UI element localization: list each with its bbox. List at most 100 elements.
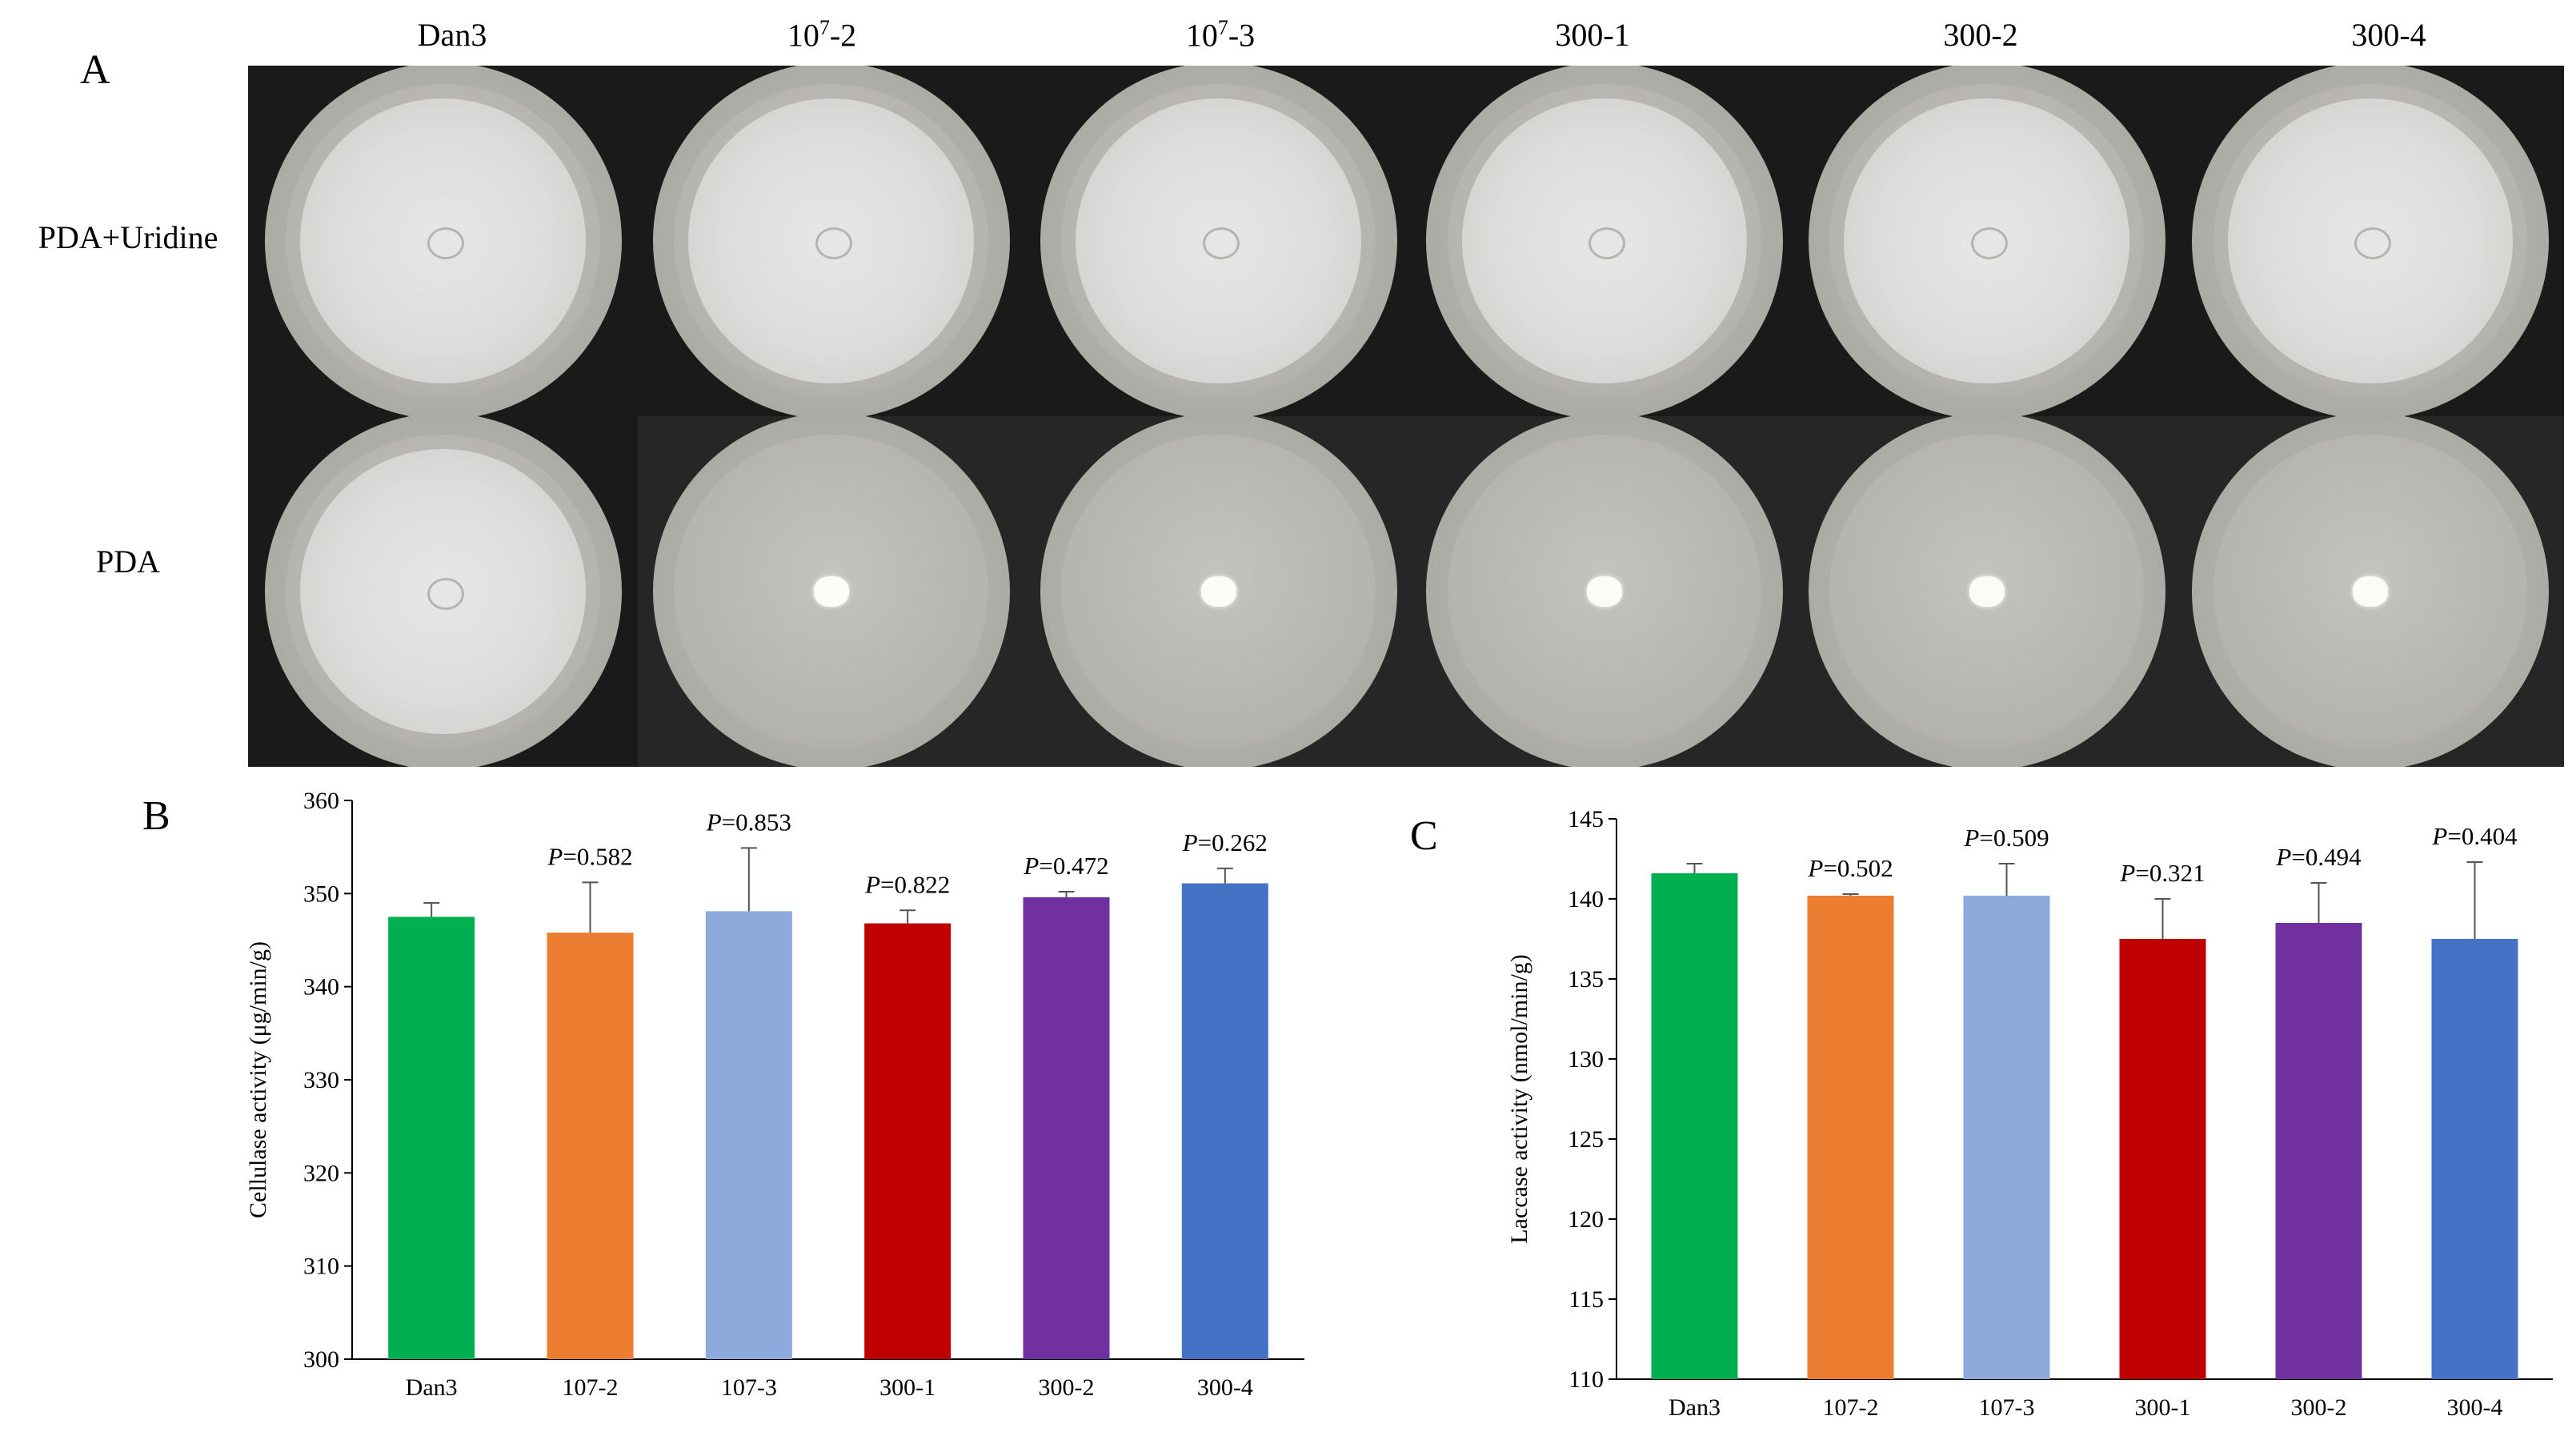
p-value-label: P=0.404 bbox=[2431, 822, 2518, 850]
y-tick-label: 140 bbox=[1568, 886, 1604, 913]
inoculum-plug bbox=[1969, 576, 2005, 607]
petri-dish bbox=[2192, 66, 2549, 416]
y-tick-label: 300 bbox=[303, 1346, 339, 1373]
p-value-label: P=0.494 bbox=[2275, 843, 2362, 871]
strain-label: 300-1 bbox=[1472, 16, 1713, 54]
strain-label-superscript: 7 bbox=[1217, 16, 1228, 39]
plate-cell bbox=[248, 416, 638, 767]
strain-label-base: 10 bbox=[1185, 17, 1218, 54]
x-tick-label: Dan3 bbox=[406, 1374, 458, 1401]
x-tick-label: 300-4 bbox=[1197, 1374, 1253, 1401]
bar bbox=[1181, 883, 1268, 1359]
inoculum-plug bbox=[1587, 576, 1622, 607]
p-value-label: P=0.472 bbox=[1023, 852, 1108, 880]
plate-cell bbox=[638, 66, 1024, 416]
x-tick-label: 300-1 bbox=[2135, 1394, 2191, 1421]
inoculum-plug bbox=[2353, 576, 2388, 607]
petri-dish bbox=[264, 66, 622, 416]
bar bbox=[547, 933, 634, 1359]
plate-cell bbox=[638, 416, 1024, 767]
y-tick-label: 310 bbox=[303, 1253, 339, 1280]
bar bbox=[705, 911, 792, 1359]
inoculum-plug bbox=[1970, 227, 2008, 259]
plate-cell bbox=[1412, 66, 1797, 416]
y-tick-label: 330 bbox=[303, 1067, 339, 1093]
inoculum-plug bbox=[1200, 576, 1236, 607]
p-value-label: P=0.582 bbox=[547, 842, 632, 870]
p-value-label: P=0.853 bbox=[706, 808, 791, 836]
panel-b-label: B bbox=[142, 793, 170, 839]
x-tick-label: 107-2 bbox=[563, 1374, 619, 1401]
petri-dish bbox=[1808, 66, 2165, 416]
strain-label-base: 300-4 bbox=[2351, 17, 2426, 53]
p-value-label: P=0.822 bbox=[864, 870, 950, 898]
x-tick-label: Dan3 bbox=[1669, 1394, 1721, 1421]
bar bbox=[1023, 896, 1110, 1359]
petri-dish bbox=[652, 416, 1010, 767]
y-tick-label: 340 bbox=[303, 974, 339, 1001]
x-tick-label: 107-3 bbox=[1979, 1394, 2035, 1421]
inoculum-plug bbox=[2354, 227, 2391, 259]
petri-dish bbox=[1426, 66, 1783, 416]
petri-dish bbox=[1426, 416, 1783, 767]
bar bbox=[2275, 923, 2362, 1379]
y-axis-title: Laccase activity (nmol/min/g) bbox=[1506, 954, 1532, 1244]
y-tick-label: 130 bbox=[1568, 1046, 1604, 1073]
laccase-bar-chart: 110 115 120 125 130 135 140 145 Laccase activity… bbox=[1506, 806, 2553, 1421]
inoculum-plug bbox=[1588, 227, 1625, 259]
y-tick-label: 115 bbox=[1568, 1286, 1604, 1313]
bar bbox=[388, 917, 475, 1359]
plate-cell bbox=[248, 66, 638, 416]
petri-dish bbox=[2192, 416, 2549, 767]
bar bbox=[1651, 873, 1738, 1379]
strain-label: 300-2 bbox=[1861, 16, 2101, 54]
row-label-pda-uridine: PDA+Uridine bbox=[38, 219, 218, 255]
strain-label-suffix: -2 bbox=[829, 17, 857, 54]
cellulase-bar-chart: 300 310 320 330 340 350 360 Cellulase activity … bbox=[245, 788, 1304, 1401]
plate-cell bbox=[1412, 416, 1797, 767]
petri-dish bbox=[264, 416, 622, 767]
plate-cell bbox=[2177, 66, 2564, 416]
petri-dish bbox=[1040, 66, 1397, 416]
petri-dish bbox=[652, 66, 1010, 416]
strain-label-base: 300-2 bbox=[1943, 17, 2018, 53]
panel-a-label: A bbox=[80, 47, 110, 93]
strain-label: 107-2 bbox=[702, 16, 942, 54]
y-tick-label: 125 bbox=[1568, 1126, 1604, 1153]
bar bbox=[1807, 896, 1894, 1379]
p-value-label: P=0.262 bbox=[1182, 828, 1268, 856]
strain-label-superscript: 7 bbox=[819, 16, 830, 39]
x-tick-label: 300-2 bbox=[2291, 1394, 2347, 1421]
bar bbox=[1963, 896, 2050, 1379]
inoculum-plug bbox=[1202, 227, 1240, 259]
bar bbox=[2431, 939, 2518, 1379]
x-tick-label: 300-2 bbox=[1039, 1374, 1095, 1401]
plate-cell bbox=[1024, 416, 1412, 767]
strain-label: 300-4 bbox=[2269, 16, 2509, 54]
x-tick-label: 107-3 bbox=[721, 1374, 777, 1401]
strain-label: Dan3 bbox=[332, 16, 572, 54]
plate-cell bbox=[1024, 66, 1412, 416]
y-tick-label: 120 bbox=[1568, 1206, 1604, 1233]
inoculum-plug bbox=[813, 576, 849, 607]
strain-label-suffix: -3 bbox=[1228, 17, 1256, 54]
petri-dish bbox=[1808, 416, 2165, 767]
x-tick-label: 107-2 bbox=[1823, 1394, 1879, 1421]
strain-label-base: 10 bbox=[787, 17, 819, 54]
p-value-label: P=0.509 bbox=[1963, 824, 2049, 852]
bar bbox=[2119, 939, 2206, 1379]
petri-dish-photograph bbox=[248, 66, 2564, 767]
inoculum-plug bbox=[427, 227, 464, 259]
panel-c-label: C bbox=[1410, 813, 1438, 859]
plate-cell bbox=[1797, 66, 2177, 416]
bar bbox=[864, 923, 951, 1359]
x-tick-label: 300-4 bbox=[2447, 1394, 2503, 1421]
strain-label-base: 300-1 bbox=[1555, 17, 1630, 53]
inoculum-plug bbox=[815, 227, 852, 259]
y-tick-label: 320 bbox=[303, 1160, 339, 1186]
plate-cell bbox=[2177, 416, 2564, 767]
y-tick-label: 110 bbox=[1568, 1366, 1604, 1393]
x-tick-label: 300-1 bbox=[879, 1374, 935, 1401]
y-tick-label: 145 bbox=[1568, 806, 1604, 832]
p-value-label: P=0.321 bbox=[2119, 859, 2205, 887]
